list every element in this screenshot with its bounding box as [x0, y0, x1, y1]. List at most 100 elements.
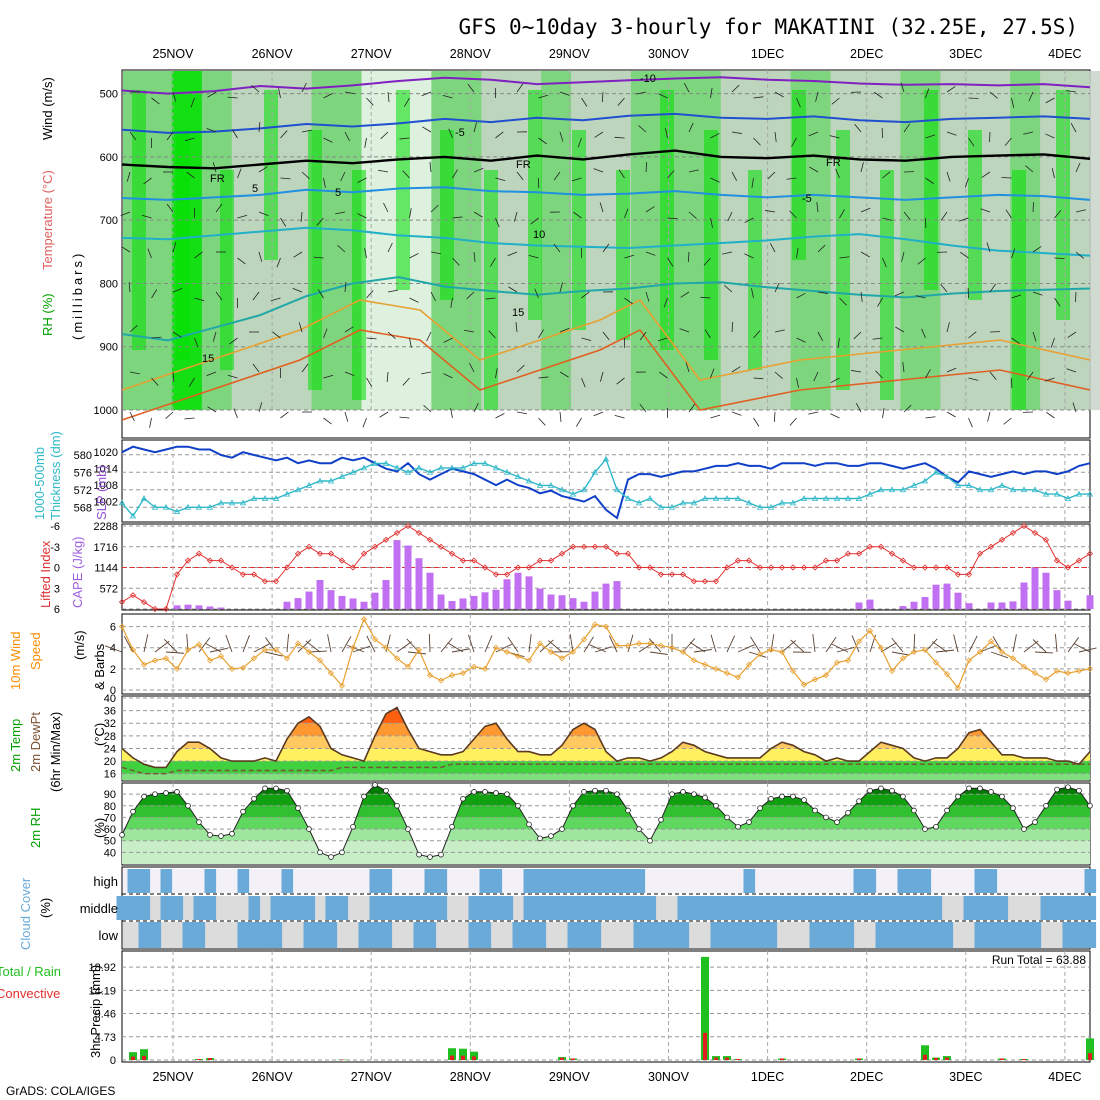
cloud-cell: [424, 869, 437, 893]
wind-barb: [727, 211, 733, 222]
wind-speed-point: [415, 646, 423, 653]
wind-barb-10m: [1034, 651, 1053, 654]
cloud-cell: [281, 896, 294, 920]
cloud-cell: [204, 869, 217, 893]
wind-barb-10m: [297, 639, 312, 653]
wind-speed-point: [646, 640, 654, 647]
wind-barb: [882, 408, 885, 419]
wind-barb-10m: [209, 647, 228, 653]
wind-barb: [925, 88, 930, 99]
rh-point: [702, 794, 708, 801]
cape-bar: [569, 598, 577, 609]
wind-barb: [280, 130, 288, 139]
wind-barb: [946, 411, 956, 418]
wind-barb: [387, 91, 390, 102]
thickness-point: [272, 495, 280, 501]
rh-streak: [484, 170, 498, 430]
wind-barb: [516, 83, 524, 93]
wind-barb: [344, 282, 347, 293]
wind-speed-point: [184, 646, 192, 653]
panel-label: Total / Rain: [0, 964, 61, 979]
cloud-cell: [248, 896, 261, 920]
wind-speed-point: [470, 663, 478, 670]
wind-barb-10m: [836, 646, 855, 653]
wind-barb: [172, 91, 177, 102]
wind-barb: [639, 403, 647, 413]
cloud-cell: [578, 922, 591, 948]
wind-barb: [452, 216, 463, 219]
cape-bar: [1009, 601, 1017, 609]
cloud-cell: [138, 922, 151, 948]
rh-streak: [968, 130, 982, 300]
cloud-cell: [831, 922, 844, 948]
wind-barb: [165, 411, 174, 419]
wind-barb: [1075, 251, 1084, 259]
rh-streak: [748, 170, 762, 370]
cloud-cell: [138, 869, 151, 893]
thickness-point: [789, 499, 797, 506]
thickness-point: [349, 468, 357, 475]
cloud-cell: [523, 869, 536, 893]
rh-point: [130, 808, 136, 815]
wind-barb: [753, 330, 761, 339]
wind-barb: [366, 290, 374, 299]
wind-barb: [313, 256, 324, 259]
li-line: [121, 525, 1091, 610]
wind-barb: [925, 369, 931, 379]
li-point: [580, 543, 588, 550]
wind-barb: [404, 97, 410, 107]
li-point: [525, 564, 533, 571]
panel-label: (millibars): [70, 251, 85, 340]
wind-speed-point: [371, 636, 379, 643]
wind-barb: [516, 171, 524, 181]
wind-barb-10m: [979, 644, 997, 653]
wind-barb: [731, 84, 740, 93]
rh-streak: [176, 130, 190, 360]
thickness-point: [184, 503, 192, 510]
wind-speed-point: [1086, 665, 1094, 672]
day-label-bottom: 27NOV: [351, 1070, 393, 1084]
wind-speed-point: [1042, 676, 1050, 683]
thickness-point: [624, 495, 632, 501]
wind-barb: [989, 91, 998, 99]
wind-barb-10m: [891, 637, 904, 653]
li-tick: 6: [54, 604, 60, 616]
thickness-line: [121, 457, 1090, 518]
wind-barb: [450, 408, 453, 419]
wind-barb: [151, 377, 159, 386]
wind-speed-point: [481, 665, 489, 672]
cloud-cell: [127, 869, 140, 893]
wind-barb: [280, 217, 287, 227]
wind-barb: [796, 337, 806, 343]
thickness-point: [294, 486, 302, 493]
precip-tick: 9.46: [95, 1009, 116, 1021]
cape-bar: [910, 601, 918, 609]
wind-barb: [1005, 209, 1012, 219]
li-point: [932, 564, 940, 571]
cape-tick: 2288: [94, 521, 118, 533]
wind-barb: [946, 367, 957, 373]
cape-bar: [382, 579, 390, 609]
cape-bar: [206, 606, 214, 609]
wind-barb: [789, 417, 797, 426]
wind-barb: [921, 328, 926, 339]
rh-streak: [1012, 170, 1026, 430]
wind-barb: [636, 91, 647, 95]
panel-label: 2m DewPt: [28, 712, 43, 772]
cape-bar: [921, 597, 929, 609]
rh-point: [372, 782, 378, 788]
wind-barb: [703, 257, 711, 266]
li-tick: 0: [54, 563, 60, 575]
cloud-cell: [534, 922, 547, 948]
wind-barb: [206, 128, 217, 133]
thickness-point: [536, 482, 544, 488]
wind-barb: [1075, 209, 1086, 213]
wind-barb: [1054, 257, 1065, 259]
wind-barb: [344, 91, 355, 95]
wind-barb: [172, 242, 177, 253]
cloud-cell: [622, 869, 635, 893]
cloud-cell: [358, 922, 371, 948]
wind-speed-point: [338, 682, 346, 689]
wind-barb-10m: [608, 635, 618, 653]
run-total-label: Run Total = 63.88: [992, 953, 1087, 967]
